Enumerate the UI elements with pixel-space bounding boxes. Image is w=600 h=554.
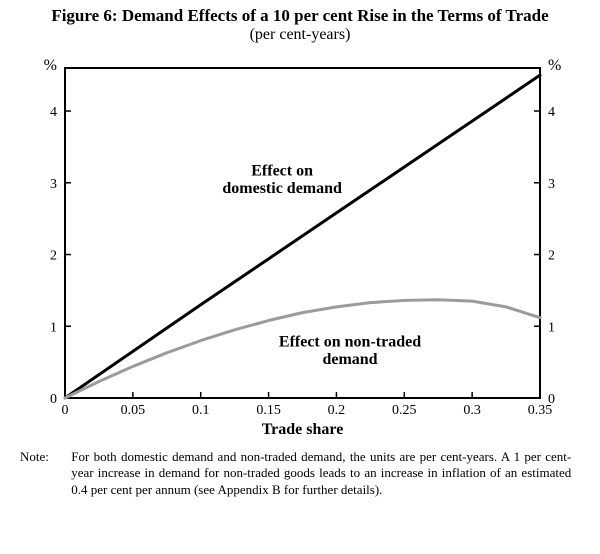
svg-text:3: 3: [50, 177, 57, 192]
figure-subtitle: (per cent-years): [0, 26, 600, 44]
svg-text:3: 3: [548, 177, 555, 192]
svg-text:1: 1: [50, 320, 57, 335]
svg-text:0: 0: [548, 392, 555, 407]
svg-text:4: 4: [548, 105, 555, 120]
svg-text:%: %: [548, 57, 561, 74]
note-label: Note:: [20, 449, 68, 465]
svg-text:2: 2: [50, 249, 57, 264]
svg-text:0.15: 0.15: [256, 403, 281, 418]
svg-text:Trade share: Trade share: [262, 421, 344, 438]
svg-text:1: 1: [548, 320, 555, 335]
svg-text:0: 0: [62, 403, 69, 418]
svg-text:%: %: [44, 57, 57, 74]
svg-text:0: 0: [50, 392, 57, 407]
line-chart: 00.050.10.150.20.250.30.350011223344%%Tr…: [20, 48, 580, 438]
figure-title: Figure 6: Demand Effects of a 10 per cen…: [0, 6, 600, 26]
figure-note: Note: For both domestic demand and non-t…: [20, 449, 580, 498]
svg-text:0.2: 0.2: [328, 403, 346, 418]
svg-text:0.25: 0.25: [392, 403, 417, 418]
svg-text:0.3: 0.3: [463, 403, 481, 418]
svg-text:2: 2: [548, 249, 555, 264]
svg-text:0.05: 0.05: [121, 403, 146, 418]
note-text: For both domestic demand and non-traded …: [71, 449, 571, 498]
svg-text:4: 4: [50, 105, 57, 120]
chart-container: 00.050.10.150.20.250.30.350011223344%%Tr…: [20, 48, 580, 443]
svg-text:0.1: 0.1: [192, 403, 210, 418]
